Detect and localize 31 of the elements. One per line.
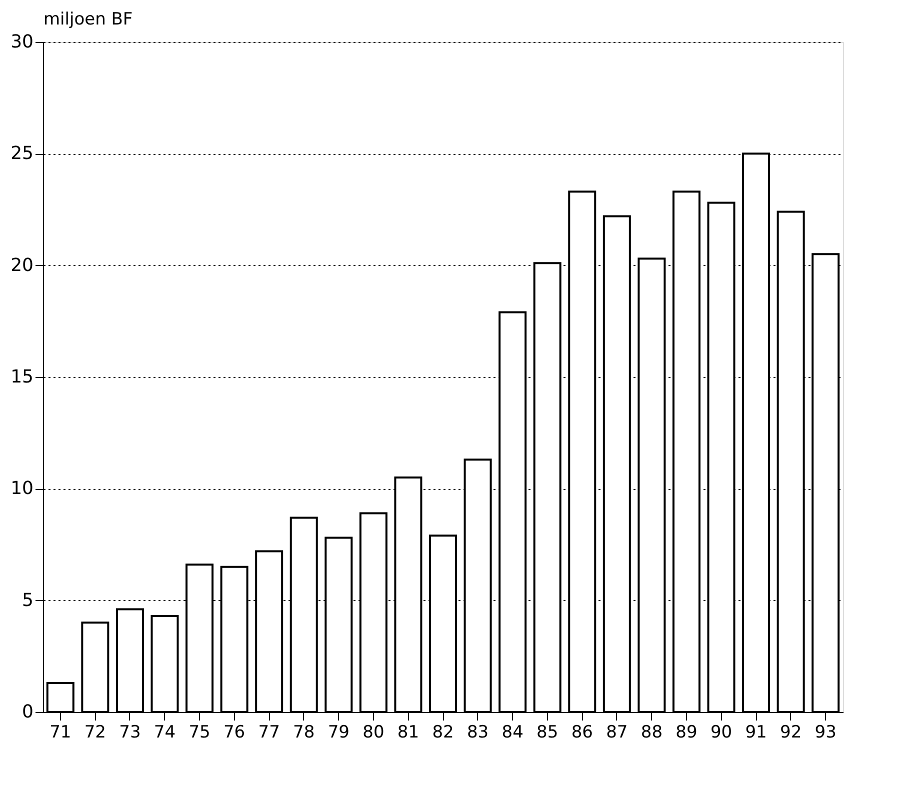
y-tick-label: 20 bbox=[10, 254, 34, 276]
x-tick-label: 85 bbox=[536, 722, 558, 742]
x-tick-label: 89 bbox=[676, 722, 698, 742]
y-tick-label: 10 bbox=[10, 478, 34, 500]
x-tick-label: 86 bbox=[571, 722, 593, 742]
x-tick-label: 93 bbox=[814, 722, 836, 742]
y-tick-label: 15 bbox=[10, 366, 34, 388]
x-tick-label: 71 bbox=[50, 722, 72, 742]
x-tick-label: 87 bbox=[606, 722, 628, 742]
x-tick-label: 82 bbox=[432, 722, 454, 742]
x-tick-label: 73 bbox=[119, 722, 141, 742]
x-tick-label: 92 bbox=[780, 722, 802, 742]
x-tick-label: 84 bbox=[502, 722, 524, 742]
y-tick-label: 30 bbox=[10, 32, 34, 52]
x-tick-label: 80 bbox=[362, 722, 384, 742]
x-tick-label: 88 bbox=[640, 722, 663, 742]
x-tick-label: 78 bbox=[293, 722, 315, 742]
x-tick-label: 90 bbox=[710, 722, 732, 742]
y-tick-label: 0 bbox=[22, 702, 34, 722]
x-tick-label: 83 bbox=[466, 722, 489, 742]
x-tick-label: 81 bbox=[397, 722, 420, 742]
x-tick-label: 72 bbox=[84, 722, 106, 742]
y-tick-label: 25 bbox=[10, 143, 34, 164]
x-tick-label: 75 bbox=[188, 722, 210, 742]
y-axis-title: miljoen BF bbox=[44, 10, 133, 30]
x-tick-label: 74 bbox=[154, 722, 176, 742]
x-tick-label: 91 bbox=[745, 722, 767, 742]
x-tick-label: 79 bbox=[328, 722, 350, 742]
x-tick-label: 76 bbox=[223, 722, 246, 742]
x-tick-label: 77 bbox=[258, 722, 280, 742]
y-tick-label: 5 bbox=[22, 590, 34, 611]
